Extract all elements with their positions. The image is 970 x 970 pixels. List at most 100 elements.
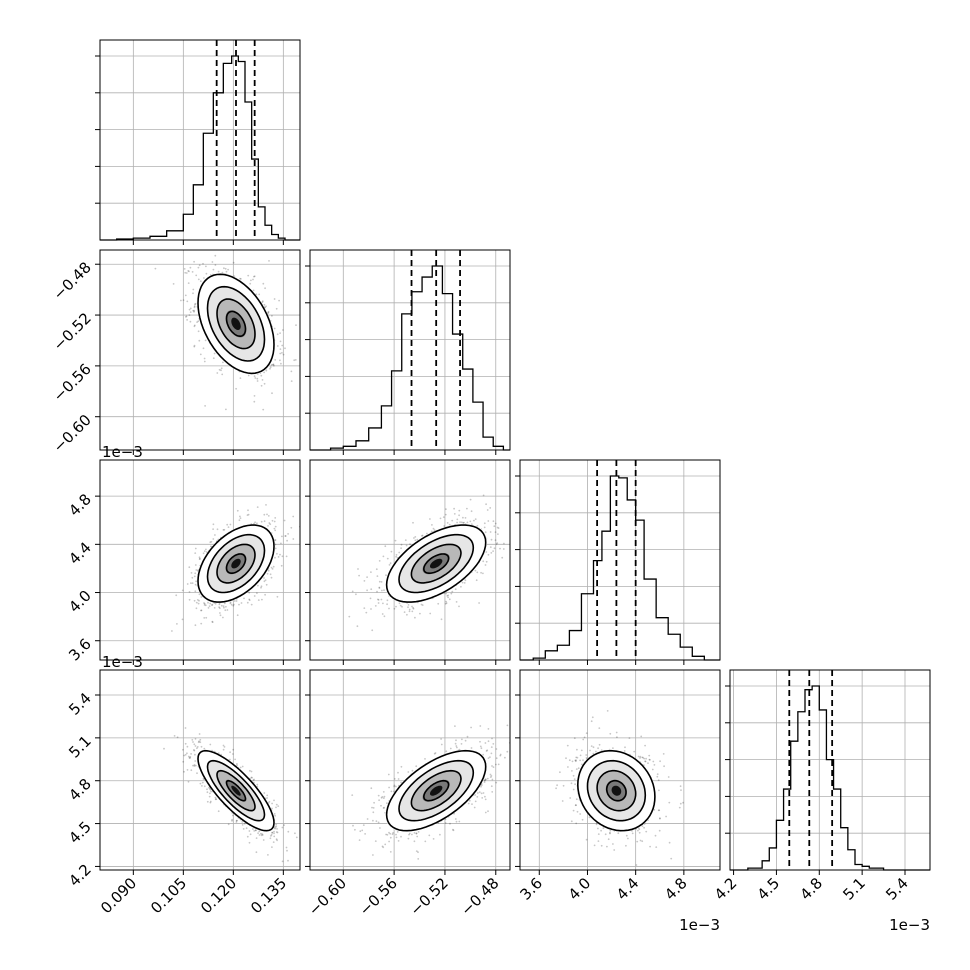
sample-point (261, 301, 264, 304)
sample-point (236, 763, 238, 765)
sample-point (187, 780, 190, 783)
sample-point (229, 523, 232, 526)
sample-point (257, 584, 259, 587)
sample-point (286, 539, 288, 542)
panel-content (171, 504, 300, 632)
sample-point (191, 271, 194, 273)
panel-2-0: 3.64.04.44.8 (65, 459, 301, 665)
sample-point (493, 525, 496, 528)
sample-point (443, 525, 446, 527)
sample-point (186, 583, 189, 585)
sample-point (278, 299, 280, 302)
sample-point (482, 572, 484, 575)
sample-point (463, 521, 465, 524)
sample-point (489, 531, 492, 533)
sample-point (197, 602, 200, 605)
sample-point (203, 604, 206, 606)
sample-point (223, 528, 226, 531)
sample-point (182, 299, 185, 301)
sample-point (264, 287, 266, 290)
sample-point (456, 518, 459, 521)
sample-point (469, 498, 472, 501)
sample-point (256, 506, 259, 508)
sample-point (281, 535, 283, 538)
sample-point (198, 558, 201, 560)
sample-point (190, 582, 192, 584)
sample-point (230, 603, 233, 606)
y-tick-label: 4.8 (65, 490, 95, 520)
sample-point (189, 266, 192, 269)
sample-point (217, 810, 220, 813)
sample-point (429, 612, 432, 615)
sample-point (251, 776, 253, 779)
sample-point (231, 818, 234, 821)
sample-point (470, 726, 472, 729)
sample-point (192, 288, 195, 291)
sample-point (497, 533, 499, 535)
sample-point (464, 739, 467, 742)
sample-point (260, 520, 263, 523)
sample-point (476, 792, 479, 794)
sample-point (273, 813, 276, 815)
sample-point (268, 800, 271, 803)
sample-point (194, 760, 197, 762)
sample-point (408, 833, 410, 836)
sample-point (469, 520, 472, 523)
sample-point (440, 743, 443, 746)
sample-point (253, 778, 256, 781)
sample-point (495, 763, 497, 766)
sample-point (414, 539, 417, 542)
contour-line (398, 533, 475, 594)
sample-point (274, 359, 277, 361)
sample-point (181, 589, 184, 592)
contour-line (385, 524, 487, 603)
sample-point (193, 309, 196, 312)
sample-point (272, 841, 275, 843)
sample-point (287, 830, 290, 833)
sample-point (273, 364, 275, 367)
sample-point (386, 557, 389, 560)
sample-point (197, 278, 200, 281)
sample-point (407, 606, 409, 609)
sample-point (430, 530, 433, 533)
sample-point (494, 531, 497, 533)
sample-point (294, 359, 297, 361)
sample-point (269, 573, 272, 576)
sample-point (421, 535, 423, 537)
sample-point (247, 509, 249, 512)
sample-point (473, 519, 475, 522)
sample-point (406, 613, 408, 616)
sample-point (277, 556, 280, 558)
sample-point (267, 854, 269, 856)
sample-point (284, 347, 286, 350)
sample-point (485, 503, 487, 506)
sample-point (200, 622, 203, 625)
sample-point (198, 740, 201, 743)
sample-point (257, 599, 260, 601)
sample-point (219, 612, 221, 614)
sample-point (254, 829, 257, 832)
sample-point (274, 814, 276, 817)
sample-point (375, 568, 378, 571)
sample-point (490, 775, 493, 777)
panel-background (520, 460, 720, 660)
sample-point (269, 523, 272, 526)
sample-point (445, 592, 447, 595)
sample-point (215, 798, 218, 801)
sample-point (270, 566, 273, 569)
sample-point (235, 387, 238, 390)
sample-point (209, 800, 212, 803)
sample-point (193, 325, 196, 328)
histogram-step-line (520, 475, 720, 661)
sample-point (214, 602, 217, 605)
sample-point (275, 307, 278, 310)
sample-point (456, 521, 458, 524)
sample-point (447, 594, 450, 597)
sample-point (382, 807, 385, 809)
sample-point (206, 788, 208, 791)
panel-0-0 (95, 39, 301, 245)
panel-frame (309, 249, 511, 451)
sample-point (357, 568, 359, 570)
sample-point (195, 580, 198, 583)
sample-point (370, 571, 372, 573)
